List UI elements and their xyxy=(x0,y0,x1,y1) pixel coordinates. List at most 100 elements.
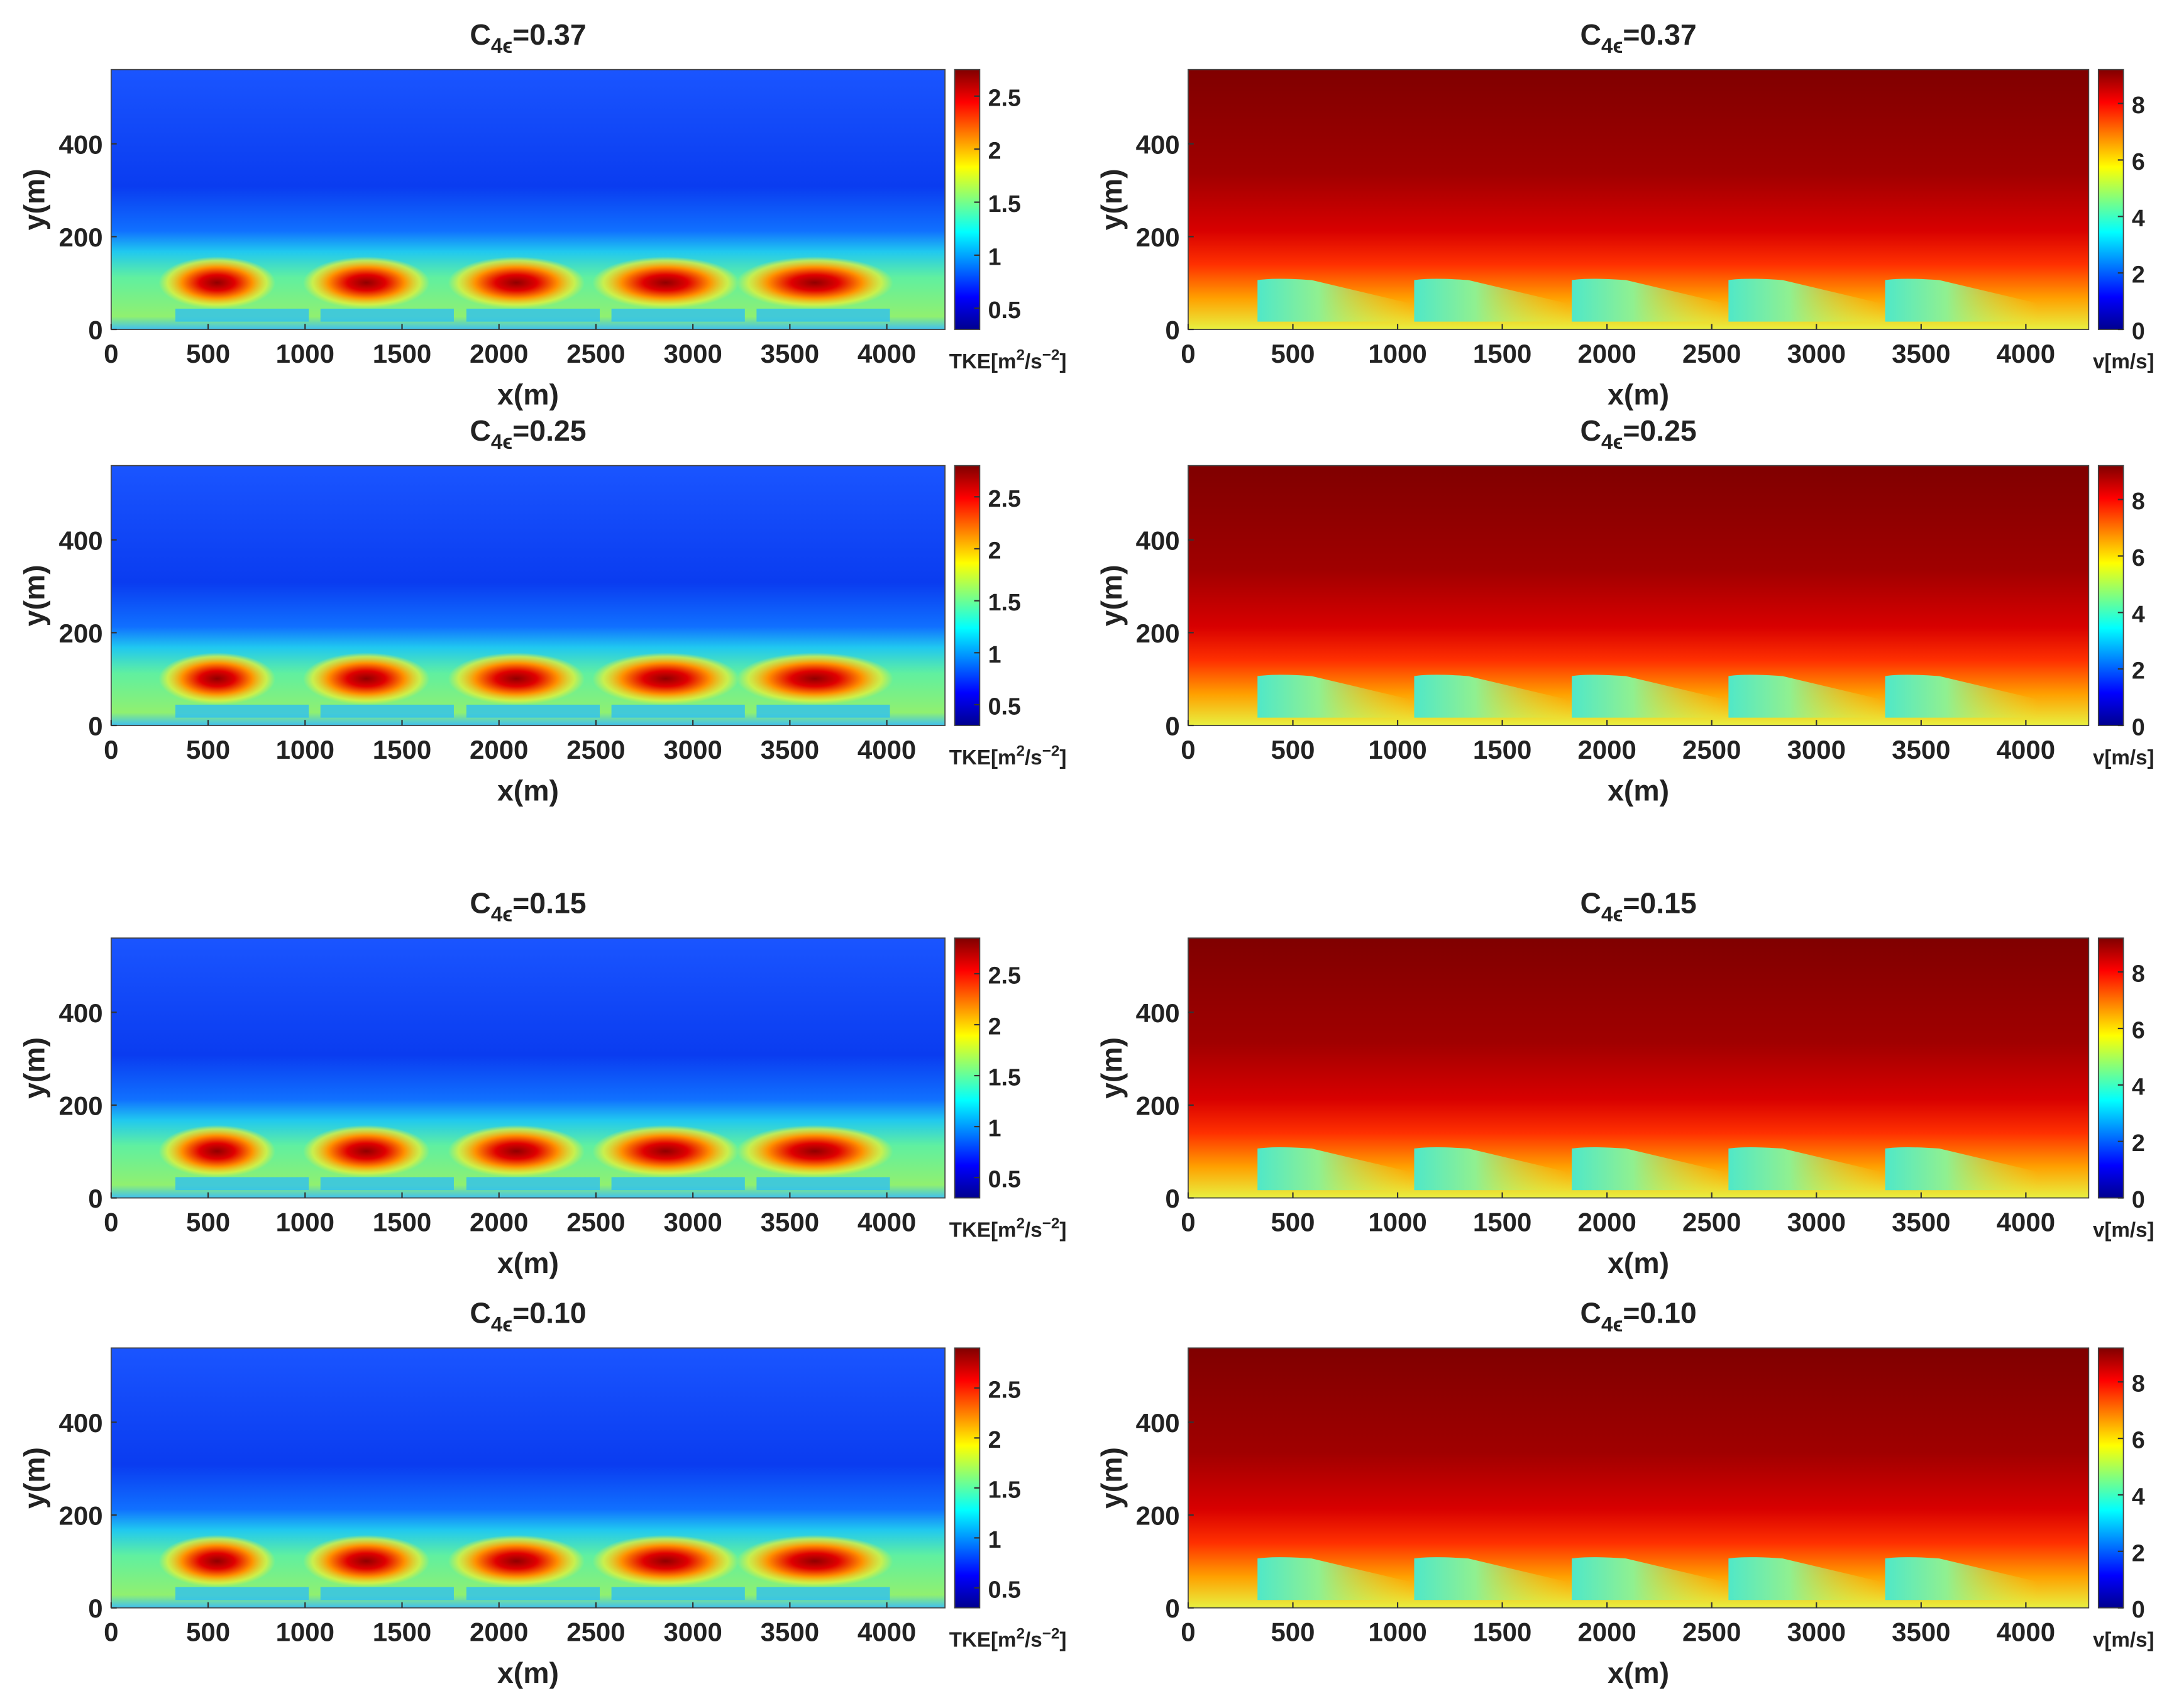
x-tick-label: 2500 xyxy=(1682,339,1741,368)
colorbar-tick-label: 2 xyxy=(988,1013,1001,1039)
colorbar-label: v[m/s] xyxy=(2093,1218,2154,1242)
wake xyxy=(448,1125,585,1177)
plot-frame xyxy=(1188,69,2090,330)
title-part: C xyxy=(470,414,491,447)
x-tick-label: 2500 xyxy=(1682,1208,1741,1237)
x-tick-label: 4000 xyxy=(858,1617,916,1647)
x-tick-label: 2000 xyxy=(1577,339,1636,368)
colorbar-tick-label: 2 xyxy=(2132,1130,2145,1156)
wake-strip xyxy=(175,308,309,322)
wake-strip xyxy=(611,1177,745,1191)
panel-title: C4ϵ=0.25 xyxy=(1580,414,1697,454)
field xyxy=(1188,1348,2089,1608)
colorbar-tick-label: 1 xyxy=(988,641,1001,668)
wake xyxy=(158,1125,276,1177)
wake xyxy=(1885,1147,2039,1191)
x-tick-label: 1000 xyxy=(276,339,334,368)
x-tick-label: 2000 xyxy=(470,1208,528,1237)
x-tick-label: 0 xyxy=(104,1617,118,1647)
x-tick-label: 3000 xyxy=(1787,339,1846,368)
panel: 0 500 1000 1500 2000 2500 3000 3500 4000 0 200 400 x… xyxy=(1095,18,2154,411)
x-axis-label: x(m) xyxy=(1608,774,1669,807)
y-tick-label: 0 xyxy=(1165,712,1179,741)
title-part: 4ϵ xyxy=(1601,431,1623,454)
x-tick-label: 4000 xyxy=(858,339,916,368)
colorbar-label-part: TKE[m xyxy=(949,1629,1017,1652)
wake xyxy=(592,1125,739,1177)
x-tick-label: 0 xyxy=(1181,1208,1195,1237)
y-tick-label: 200 xyxy=(59,1501,103,1531)
x-tick-label: 2000 xyxy=(1577,735,1636,764)
colorbar-tick-label: 1.5 xyxy=(988,190,1021,217)
colorbar-tick-label: 6 xyxy=(2132,148,2145,175)
colorbar-tick-label: 0.5 xyxy=(988,1576,1021,1602)
wake-strip xyxy=(756,704,890,718)
y-tick-label: 0 xyxy=(88,316,102,345)
title-part: =0.25 xyxy=(512,414,586,447)
wake xyxy=(736,1534,893,1587)
wake xyxy=(1728,675,1882,718)
wake xyxy=(1414,1147,1567,1191)
panel-title: C4ϵ=0.37 xyxy=(470,18,586,58)
colorbar-label: TKE[m2/s−2] xyxy=(949,743,1067,769)
colorbar-tick-label: 2.5 xyxy=(988,84,1021,111)
wake-strip xyxy=(611,1587,745,1601)
panel-title: C4ϵ=0.10 xyxy=(470,1297,586,1336)
colorbar-label-part: 2 xyxy=(1017,1625,1025,1642)
x-tick-label: 1000 xyxy=(276,735,334,764)
title-part: C xyxy=(1580,18,1602,51)
colorbar-tick-label: 1.5 xyxy=(988,589,1021,615)
colorbar-tick-label: 4 xyxy=(2132,205,2145,231)
wake xyxy=(1885,278,2039,322)
x-tick-label: 1000 xyxy=(1368,1208,1426,1237)
field xyxy=(1188,465,2089,726)
wake xyxy=(736,653,893,705)
wake-strip xyxy=(756,308,890,322)
colorbar-label-part: /s xyxy=(1025,1629,1042,1652)
wake xyxy=(592,653,739,705)
panel: 0 500 1000 1500 2000 2500 3000 3500 4000 0 200 400 x… xyxy=(1095,414,2154,807)
x-tick-label: 2000 xyxy=(470,1617,528,1647)
colorbar-tick-label: 8 xyxy=(2132,1370,2145,1397)
colorbar-tick-label: 2 xyxy=(988,537,1001,563)
y-tick-label: 400 xyxy=(1136,526,1180,555)
colorbar xyxy=(2097,69,2124,330)
colorbar-label: TKE[m2/s−2] xyxy=(949,1625,1067,1651)
x-tick-label: 500 xyxy=(186,339,230,368)
colorbar-tick-label: 1.5 xyxy=(988,1064,1021,1091)
wake xyxy=(448,1534,585,1587)
colorbar-label-part: v[m/s] xyxy=(2093,350,2154,373)
colorbar-label-part: −2 xyxy=(1042,347,1060,364)
wake xyxy=(592,256,739,309)
colorbar-label-part: −2 xyxy=(1042,743,1060,760)
colorbar-label-part: ] xyxy=(1059,1629,1066,1652)
panel: 0 500 1000 1500 2000 2500 3000 3500 4000 0 200 400 x… xyxy=(18,886,1067,1279)
x-tick-label: 3000 xyxy=(663,339,722,368)
colorbar-label-part: TKE[m xyxy=(949,1218,1017,1242)
wake xyxy=(1257,1557,1411,1601)
x-tick-label: 4000 xyxy=(1997,339,2055,368)
wake xyxy=(302,256,430,309)
wake xyxy=(1728,278,1882,322)
x-tick-label: 500 xyxy=(1271,1617,1315,1647)
title-part: C xyxy=(1580,414,1602,447)
field xyxy=(111,1348,946,1608)
title-part: 4ϵ xyxy=(491,431,512,454)
y-tick-label: 0 xyxy=(1165,1184,1179,1213)
title-part: =0.25 xyxy=(1623,414,1696,447)
field xyxy=(1188,938,2089,1198)
colorbar-tick-label: 1 xyxy=(988,243,1001,270)
x-tick-label: 3500 xyxy=(1892,1208,1950,1237)
title-part: 4ϵ xyxy=(1601,903,1623,927)
colorbar-tick-label: 0 xyxy=(2132,714,2145,741)
wake-strip xyxy=(320,1587,454,1601)
wake-strip xyxy=(320,308,454,322)
wake-strip xyxy=(175,704,309,718)
y-axis-label: y(m) xyxy=(1095,1037,1128,1099)
colorbar xyxy=(954,465,981,726)
wake-strip xyxy=(466,308,600,322)
wake-strip xyxy=(320,1177,454,1191)
colorbar-tick-label: 1 xyxy=(988,1115,1001,1142)
colorbar-tick-label: 2 xyxy=(2132,1540,2145,1566)
x-tick-label: 4000 xyxy=(1997,1617,2055,1647)
